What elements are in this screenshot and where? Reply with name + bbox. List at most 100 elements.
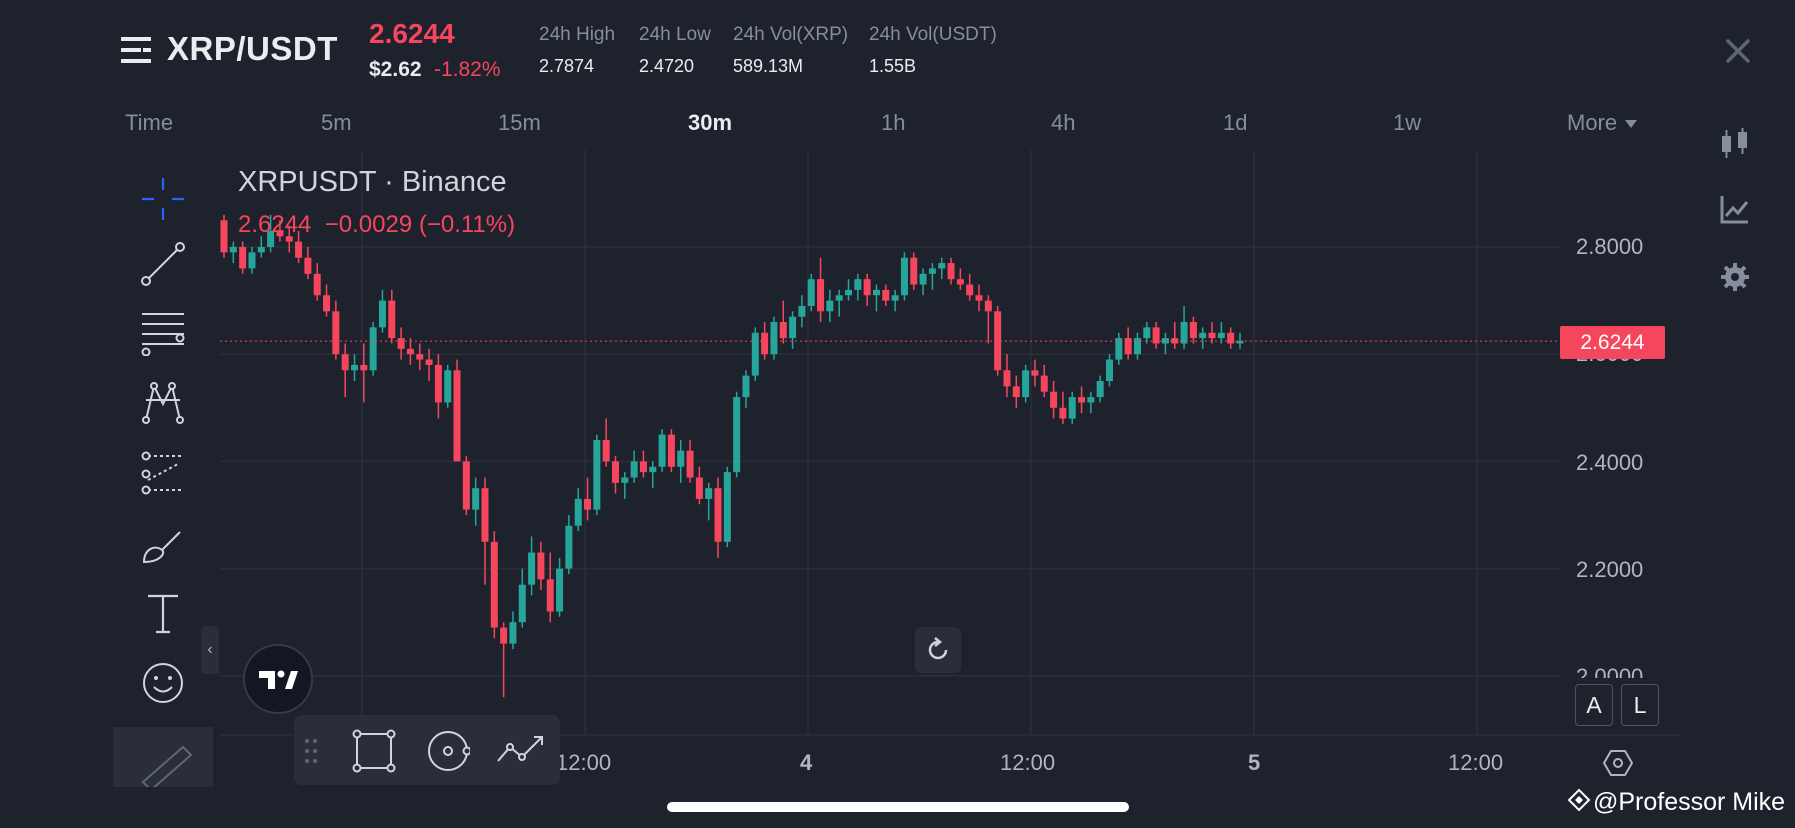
candle-body <box>1227 332 1235 344</box>
brush-icon[interactable] <box>140 522 186 568</box>
price-axis-label: 2.2000 <box>1576 557 1644 582</box>
tab-1w[interactable]: 1w <box>1393 110 1422 135</box>
candle-body <box>1208 332 1216 339</box>
tab-1h[interactable]: 1h <box>881 110 906 135</box>
watermark: @Professor Mike <box>1567 788 1785 819</box>
candle-body <box>574 498 582 526</box>
candle-body <box>416 354 424 360</box>
circle-icon[interactable] <box>426 729 472 773</box>
emoji-icon[interactable] <box>140 660 186 706</box>
stat-value-low: 2.4720 <box>639 56 695 76</box>
candle-body <box>229 247 237 253</box>
candle-body <box>1189 322 1197 339</box>
ruler-tool[interactable] <box>113 727 213 792</box>
pair-title[interactable]: XRP/USDT <box>167 30 338 67</box>
more-label: More <box>1567 110 1618 135</box>
time-axis-label: 12:00 <box>1000 750 1056 775</box>
candle-body <box>453 370 461 462</box>
collapse-toolbar-button[interactable]: ‹ <box>201 626 219 674</box>
candle-body <box>1068 397 1076 419</box>
projection-icon[interactable] <box>140 450 186 496</box>
indicator-icon[interactable] <box>1718 192 1764 238</box>
candle-body <box>537 552 545 580</box>
log-scale-button[interactable]: L <box>1621 684 1659 726</box>
candle-body <box>742 375 750 398</box>
candle-body <box>863 279 871 296</box>
candle-body <box>882 289 890 301</box>
price-axis-label: 2.8000 <box>1576 234 1644 259</box>
tradingview-logo[interactable] <box>243 644 313 714</box>
reset-chart-button[interactable] <box>915 627 961 673</box>
chart-toolbar <box>1718 126 1758 306</box>
candlestick-icon[interactable] <box>1718 126 1764 172</box>
tab-1d[interactable]: 1d <box>1223 110 1248 135</box>
candle-body <box>1143 327 1151 339</box>
candle-body <box>257 247 265 253</box>
candle-body <box>378 300 386 328</box>
menu-icon[interactable] <box>121 35 151 65</box>
stat-value-high: 2.7874 <box>539 56 595 76</box>
candle-body <box>295 241 303 258</box>
candle-body <box>1217 332 1225 339</box>
candle-body <box>891 295 899 301</box>
pattern-icon[interactable] <box>140 380 186 426</box>
time-axis-label: 5 <box>1248 750 1261 775</box>
more-dropdown[interactable]: More <box>1567 110 1638 136</box>
legend-change: −0.0029 (−0.11%) <box>324 211 516 238</box>
price-axis-label: 2.0000 <box>1576 664 1644 678</box>
current-price-tag: 2.6244 <box>1560 326 1665 359</box>
candle-body <box>677 450 685 467</box>
candle-body <box>388 300 396 339</box>
candle-body <box>919 273 927 285</box>
candle-body <box>248 252 256 269</box>
candle-body <box>761 332 769 355</box>
chart-settings-hex-icon[interactable] <box>1602 748 1634 778</box>
tab-4h[interactable]: 4h <box>1051 110 1076 135</box>
time-axis-label: 12:00 <box>1448 750 1504 775</box>
candle-body <box>304 257 312 274</box>
chart-grid <box>220 150 1680 736</box>
candle-body <box>472 488 480 510</box>
candle-body <box>584 498 592 510</box>
candle-body <box>723 472 731 542</box>
tab-15m[interactable]: 15m <box>498 110 541 135</box>
tab-30m[interactable]: 30m <box>688 110 733 135</box>
candle-body <box>686 450 694 478</box>
gear-icon[interactable] <box>1718 260 1764 306</box>
candle-body <box>518 584 526 623</box>
candle-body <box>835 295 843 301</box>
candle-body <box>658 434 666 467</box>
candle-body <box>947 263 955 280</box>
crosshair-icon[interactable] <box>140 176 186 222</box>
text-icon[interactable] <box>140 590 186 636</box>
trend-line-icon[interactable] <box>140 241 186 287</box>
candle-body <box>1106 359 1114 381</box>
candle-body <box>1022 370 1030 398</box>
auto-scale-button[interactable]: A <box>1575 684 1613 726</box>
tab-5m[interactable]: 5m <box>321 110 352 135</box>
candle-body <box>938 263 946 269</box>
drawing-toolbar <box>113 160 213 730</box>
candle-body <box>490 541 498 628</box>
candle-body <box>220 220 228 253</box>
path-icon[interactable] <box>494 729 546 773</box>
candle-body <box>565 525 573 569</box>
candle-body <box>854 279 862 290</box>
candle-body <box>984 300 992 312</box>
candle-body <box>593 439 601 510</box>
close-icon[interactable] <box>1720 33 1756 69</box>
fib-levels-icon[interactable] <box>140 310 186 357</box>
candle-body <box>807 279 815 306</box>
rectangle-icon[interactable] <box>352 729 396 773</box>
watermark-text: @Professor Mike <box>1593 788 1786 817</box>
candle-body <box>770 322 778 355</box>
candle-body <box>639 461 647 473</box>
drag-handle-icon[interactable] <box>304 737 318 765</box>
chart-legend-values: 2.6244 −0.0029 (−0.11%) <box>238 211 515 239</box>
candle-body <box>621 477 629 483</box>
candle-body <box>369 327 377 371</box>
candle-series <box>220 214 1244 698</box>
home-indicator[interactable] <box>667 802 1129 812</box>
candle-body <box>956 279 964 285</box>
